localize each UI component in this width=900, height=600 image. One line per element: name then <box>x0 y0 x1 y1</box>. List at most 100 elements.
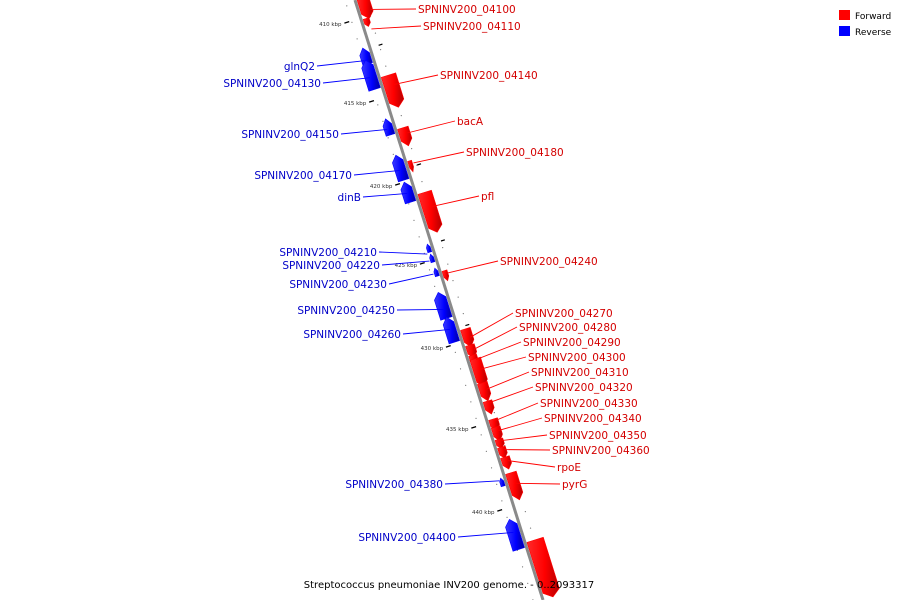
minor-tick <box>475 417 477 419</box>
gene-feature[interactable] <box>477 381 492 402</box>
gene-feature[interactable] <box>433 267 440 278</box>
gene-feature[interactable] <box>417 189 443 233</box>
legend: Forward Reverse <box>839 10 892 38</box>
feature-mark <box>417 163 422 166</box>
gene-label[interactable]: SPNINV200_04180 <box>466 147 564 159</box>
label-leader <box>469 312 514 338</box>
gene-feature[interactable] <box>505 518 525 552</box>
gene-feature[interactable] <box>397 125 413 147</box>
minor-tick <box>459 368 462 370</box>
minor-tick <box>392 153 394 155</box>
gene-label[interactable]: pyrG <box>562 479 587 491</box>
label-leader <box>479 356 527 370</box>
gene-feature[interactable] <box>361 59 381 92</box>
label-leader <box>322 77 370 84</box>
minor-tick <box>457 296 459 298</box>
tick-label: 435 kbp <box>446 427 469 433</box>
gene-feature[interactable] <box>429 253 436 264</box>
gene-label[interactable]: pfl <box>481 191 494 203</box>
gene-label[interactable]: SPNINV200_04280 <box>519 322 617 334</box>
minor-tick <box>529 527 532 529</box>
legend-reverse-swatch <box>839 26 850 36</box>
gene-label[interactable]: SPNINV200_04290 <box>523 337 621 349</box>
feature-mark <box>378 43 383 46</box>
gene-feature[interactable] <box>356 0 374 20</box>
gene-feature[interactable] <box>490 425 503 442</box>
gene-feature[interactable] <box>526 536 560 598</box>
gene-label[interactable]: dinB <box>338 192 361 204</box>
gene-feature[interactable] <box>362 17 371 27</box>
minor-tick <box>428 269 431 271</box>
label-leader <box>495 402 539 422</box>
gene-label[interactable]: SPNINV200_04100 <box>418 4 516 16</box>
major-tick <box>368 99 375 103</box>
gene-feature[interactable] <box>442 316 460 345</box>
minor-tick <box>400 115 402 117</box>
gene-feature[interactable] <box>460 327 475 348</box>
major-tick <box>394 182 401 186</box>
gene-label[interactable]: SPNINV200_04360 <box>552 445 650 457</box>
gene-label[interactable]: SPNINV200_04270 <box>515 308 613 320</box>
gene-label[interactable]: glnQ2 <box>284 61 315 73</box>
gene-label[interactable]: SPNINV200_04220 <box>282 260 380 272</box>
label-leader <box>501 434 548 442</box>
gene-feature[interactable] <box>407 159 414 173</box>
gene-label[interactable]: SPNINV200_04210 <box>279 247 377 259</box>
gene-label[interactable]: bacA <box>457 116 484 128</box>
major-tick <box>471 425 477 429</box>
gene-label[interactable]: SPNINV200_04330 <box>540 398 638 410</box>
minor-tick <box>387 137 389 139</box>
label-leader <box>432 195 480 207</box>
gene-feature[interactable] <box>434 291 453 321</box>
gene-feature[interactable] <box>382 118 396 137</box>
gene-feature[interactable] <box>380 72 405 108</box>
gene-feature[interactable] <box>500 455 512 470</box>
minor-tick <box>377 104 379 106</box>
gene-label[interactable]: SPNINV200_04170 <box>254 170 352 182</box>
tick-label: 415 kbp <box>344 101 367 107</box>
gene-label[interactable]: SPNINV200_04340 <box>544 413 642 425</box>
gene-label[interactable]: SPNINV200_04320 <box>535 382 633 394</box>
gene-feature[interactable] <box>400 181 417 205</box>
genes-layer <box>356 0 560 598</box>
gene-feature[interactable] <box>426 243 433 254</box>
gene-label[interactable]: SPNINV200_04310 <box>531 367 629 379</box>
gene-label[interactable]: rpoE <box>557 462 581 474</box>
major-tick <box>445 344 451 348</box>
label-leaders <box>316 8 561 538</box>
gene-label[interactable]: SPNINV200_04350 <box>549 430 647 442</box>
feature-mark <box>465 323 470 327</box>
label-leader <box>407 120 456 134</box>
gene-label[interactable]: SPNINV200_04110 <box>423 21 521 33</box>
gene-label[interactable]: SPNINV200_04380 <box>345 479 443 491</box>
gene-feature[interactable] <box>441 269 450 282</box>
gene-label[interactable]: SPNINV200_04230 <box>289 279 387 291</box>
gene-label[interactable]: SPNINV200_04260 <box>303 329 401 341</box>
gene-label[interactable]: SPNINV200_04150 <box>241 129 339 141</box>
label-leader <box>457 531 514 538</box>
label-leader <box>316 60 365 67</box>
minor-tick <box>480 434 482 436</box>
minor-tick <box>374 32 377 34</box>
minor-tick <box>421 181 423 183</box>
gene-feature[interactable] <box>499 477 506 488</box>
gene-label[interactable]: SPNINV200_04140 <box>440 70 538 82</box>
gene-feature[interactable] <box>505 470 524 501</box>
gene-label[interactable]: SPNINV200_04400 <box>358 532 456 544</box>
gene-feature[interactable] <box>392 154 410 183</box>
gene-label[interactable]: SPNINV200_04250 <box>297 305 395 317</box>
genome-backbone <box>353 0 545 600</box>
label-leader <box>475 341 522 361</box>
gene-label[interactable]: SPNINV200_04130 <box>223 78 321 90</box>
gene-feature[interactable] <box>482 399 495 415</box>
minor-tick <box>521 566 524 568</box>
gene-label[interactable]: SPNINV200_04240 <box>500 256 598 268</box>
gene-feature[interactable] <box>497 445 508 459</box>
label-leader <box>393 74 439 86</box>
minor-tick <box>501 500 503 502</box>
legend-reverse-label: Reverse <box>855 28 892 38</box>
minor-tick <box>351 21 353 23</box>
minor-tick <box>485 450 487 452</box>
gene-label[interactable]: SPNINV200_04300 <box>528 352 626 364</box>
